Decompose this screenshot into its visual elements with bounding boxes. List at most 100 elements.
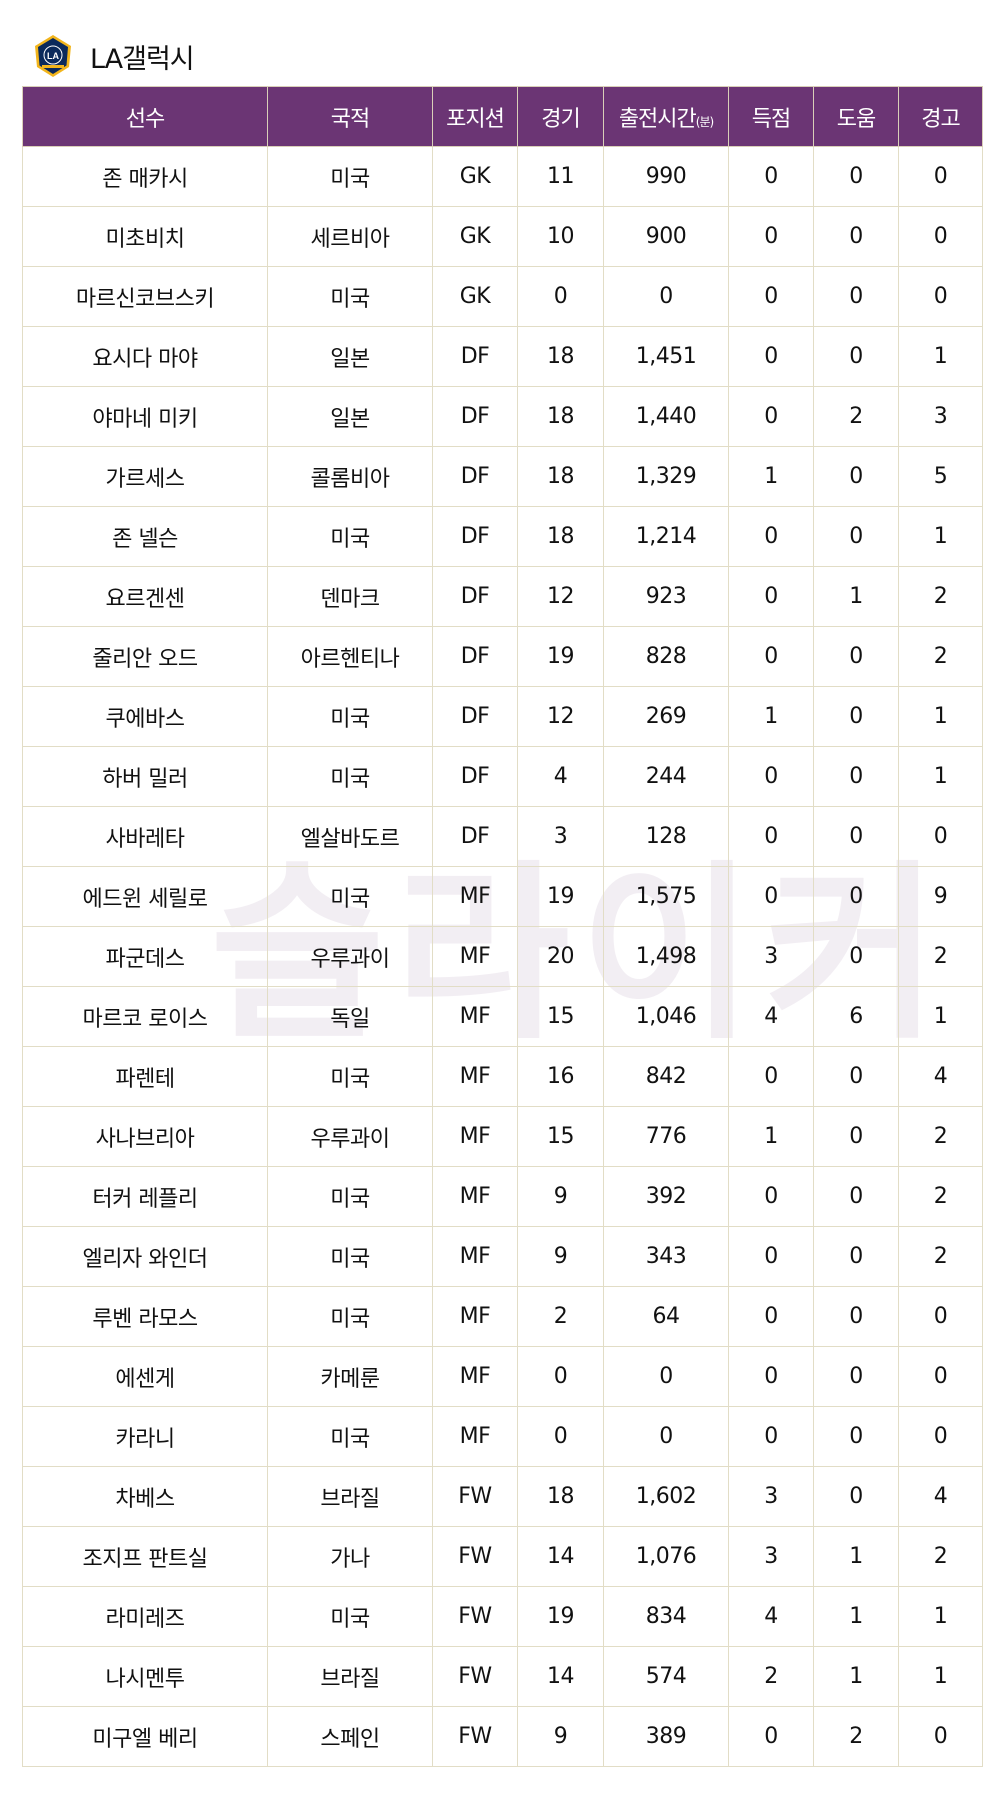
table-row: 사바레타 엘살바도르 DF 3 128 0 0 0 [22,806,983,867]
cell-goals: 0 [728,1046,814,1107]
cell-player: 조지프 판트실 [22,1526,268,1587]
header-minutes[interactable]: 출전시간(분) [603,86,729,147]
cell-minutes: 269 [603,686,729,747]
cell-assists: 0 [813,626,899,687]
cell-games: 18 [517,446,604,507]
team-header: LA LA갤럭시 [32,34,195,78]
cell-cautions: 2 [898,566,983,627]
cell-player: 카라니 [22,1406,268,1467]
cell-assists: 0 [813,1286,899,1347]
cell-cautions: 4 [898,1046,983,1107]
cell-goals: 0 [728,866,814,927]
cell-player: 파군데스 [22,926,268,987]
cell-nationality: 미국 [267,1286,433,1347]
cell-cautions: 0 [898,266,983,327]
cell-assists: 0 [813,806,899,867]
cell-position: MF [432,866,518,927]
cell-goals: 0 [728,1166,814,1227]
cell-minutes: 0 [603,1406,729,1467]
cell-games: 15 [517,986,604,1047]
cell-cautions: 1 [898,686,983,747]
cell-minutes: 1,046 [603,986,729,1047]
cell-games: 9 [517,1226,604,1287]
header-nationality[interactable]: 국적 [267,86,433,147]
table-row: 요시다 마야 일본 DF 18 1,451 0 0 1 [22,326,983,387]
cell-minutes: 1,076 [603,1526,729,1587]
cell-nationality: 스페인 [267,1706,433,1767]
svg-text:LA: LA [47,51,59,61]
cell-position: MF [432,1166,518,1227]
cell-minutes: 343 [603,1226,729,1287]
header-minutes-unit: (분) [695,114,714,129]
cell-nationality: 세르비아 [267,206,433,267]
table-row: 줄리안 오드 아르헨티나 DF 19 828 0 0 2 [22,626,983,687]
cell-assists: 0 [813,326,899,387]
cell-nationality: 미국 [267,1586,433,1647]
cell-assists: 0 [813,866,899,927]
cell-games: 0 [517,266,604,327]
header-player[interactable]: 선수 [22,86,268,147]
table-row: 요르겐센 덴마크 DF 12 923 0 1 2 [22,566,983,627]
cell-goals: 0 [728,1286,814,1347]
cell-goals: 2 [728,1646,814,1707]
cell-nationality: 콜롬비아 [267,446,433,507]
cell-goals: 3 [728,1466,814,1527]
table-row: 터커 레플리 미국 MF 9 392 0 0 2 [22,1166,983,1227]
header-assists[interactable]: 도움 [813,86,899,147]
cell-cautions: 2 [898,926,983,987]
cell-nationality: 미국 [267,866,433,927]
cell-cautions: 1 [898,1646,983,1707]
cell-player: 사나브리아 [22,1106,268,1167]
cell-goals: 0 [728,326,814,387]
header-games[interactable]: 경기 [517,86,604,147]
cell-nationality: 미국 [267,266,433,327]
cell-position: FW [432,1466,518,1527]
cell-player: 요시다 마야 [22,326,268,387]
cell-nationality: 미국 [267,506,433,567]
cell-games: 4 [517,746,604,807]
cell-player: 존 넬슨 [22,506,268,567]
cell-nationality: 미국 [267,746,433,807]
cell-cautions: 0 [898,206,983,267]
cell-nationality: 우루과이 [267,1106,433,1167]
cell-games: 15 [517,1106,604,1167]
table-row: 에센게 카메룬 MF 0 0 0 0 0 [22,1346,983,1407]
cell-goals: 0 [728,266,814,327]
cell-games: 20 [517,926,604,987]
cell-nationality: 아르헨티나 [267,626,433,687]
cell-minutes: 828 [603,626,729,687]
cell-games: 10 [517,206,604,267]
table-row: 존 매카시 미국 GK 11 990 0 0 0 [22,146,983,207]
table-row: 엘리자 와인더 미국 MF 9 343 0 0 2 [22,1226,983,1287]
cell-player: 사바레타 [22,806,268,867]
cell-minutes: 1,451 [603,326,729,387]
cell-games: 9 [517,1166,604,1227]
cell-nationality: 엘살바도르 [267,806,433,867]
cell-cautions: 0 [898,1406,983,1467]
cell-assists: 6 [813,986,899,1047]
cell-player: 존 매카시 [22,146,268,207]
cell-assists: 1 [813,1646,899,1707]
cell-cautions: 2 [898,1526,983,1587]
table-row: 차베스 브라질 FW 18 1,602 3 0 4 [22,1466,983,1527]
header-position[interactable]: 포지션 [432,86,518,147]
cell-games: 12 [517,566,604,627]
table-row: 마르코 로이스 독일 MF 15 1,046 4 6 1 [22,986,983,1047]
header-cautions[interactable]: 경고 [898,86,983,147]
cell-nationality: 카메룬 [267,1346,433,1407]
header-goals[interactable]: 득점 [728,86,814,147]
cell-minutes: 574 [603,1646,729,1707]
cell-cautions: 2 [898,626,983,687]
cell-nationality: 미국 [267,1046,433,1107]
cell-position: DF [432,806,518,867]
table-row: 루벤 라모스 미국 MF 2 64 0 0 0 [22,1286,983,1347]
cell-games: 11 [517,146,604,207]
header-minutes-label: 출전시간 [618,106,697,132]
cell-minutes: 990 [603,146,729,207]
cell-nationality: 일본 [267,386,433,447]
cell-nationality: 미국 [267,686,433,747]
cell-cautions: 2 [898,1226,983,1287]
cell-assists: 1 [813,1526,899,1587]
cell-cautions: 0 [898,1286,983,1347]
cell-minutes: 0 [603,266,729,327]
